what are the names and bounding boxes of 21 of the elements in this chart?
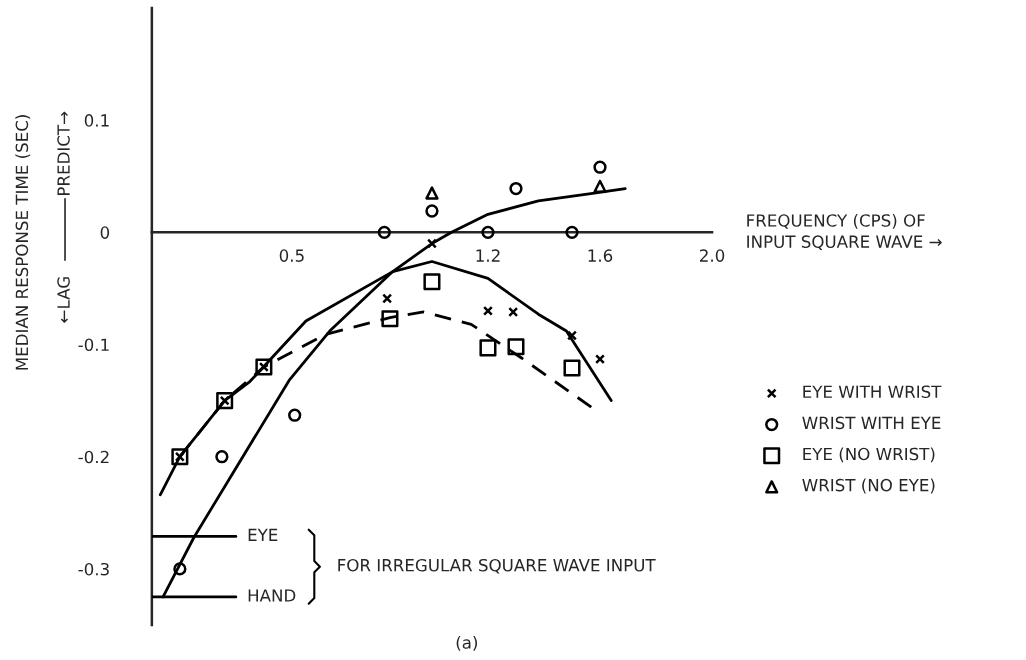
x-axis-title: FREQUENCY (CPS) OF INPUT SQUARE WAVE →	[747, 213, 942, 250]
y-tick-label: 0.1	[84, 114, 109, 127]
legend-label: EYE WITH WRIST	[803, 385, 942, 399]
y-tick-label: -0.1	[78, 338, 109, 352]
y-tick-label: 0	[100, 226, 110, 239]
y-axis-title: MEDIAN RESPONSE TIME (SEC)	[15, 115, 31, 370]
legend-label: EYE (NO WRIST)	[803, 447, 935, 463]
y-tick-label: -0.3	[78, 562, 109, 576]
series-label: HAND	[248, 589, 296, 602]
x-tick-label: 2.0	[700, 249, 725, 262]
x-tick-label: 0.5	[279, 249, 304, 262]
series-label: EYE	[248, 528, 278, 541]
text: (a)	[456, 635, 478, 651]
text: ←LAG	[57, 277, 70, 323]
text: PREDICT→	[57, 111, 70, 195]
x-tick-label: 1.6	[588, 249, 613, 262]
legend-label: WRIST (NO EYE)	[802, 478, 935, 494]
y-tick-label: -0.2	[78, 450, 109, 464]
annotation: FOR IRREGULAR SQUARE WAVE INPUT	[338, 558, 656, 574]
x-tick-label: 1.2	[476, 249, 500, 262]
legend-label: WRIST WITH EYE	[802, 416, 941, 430]
